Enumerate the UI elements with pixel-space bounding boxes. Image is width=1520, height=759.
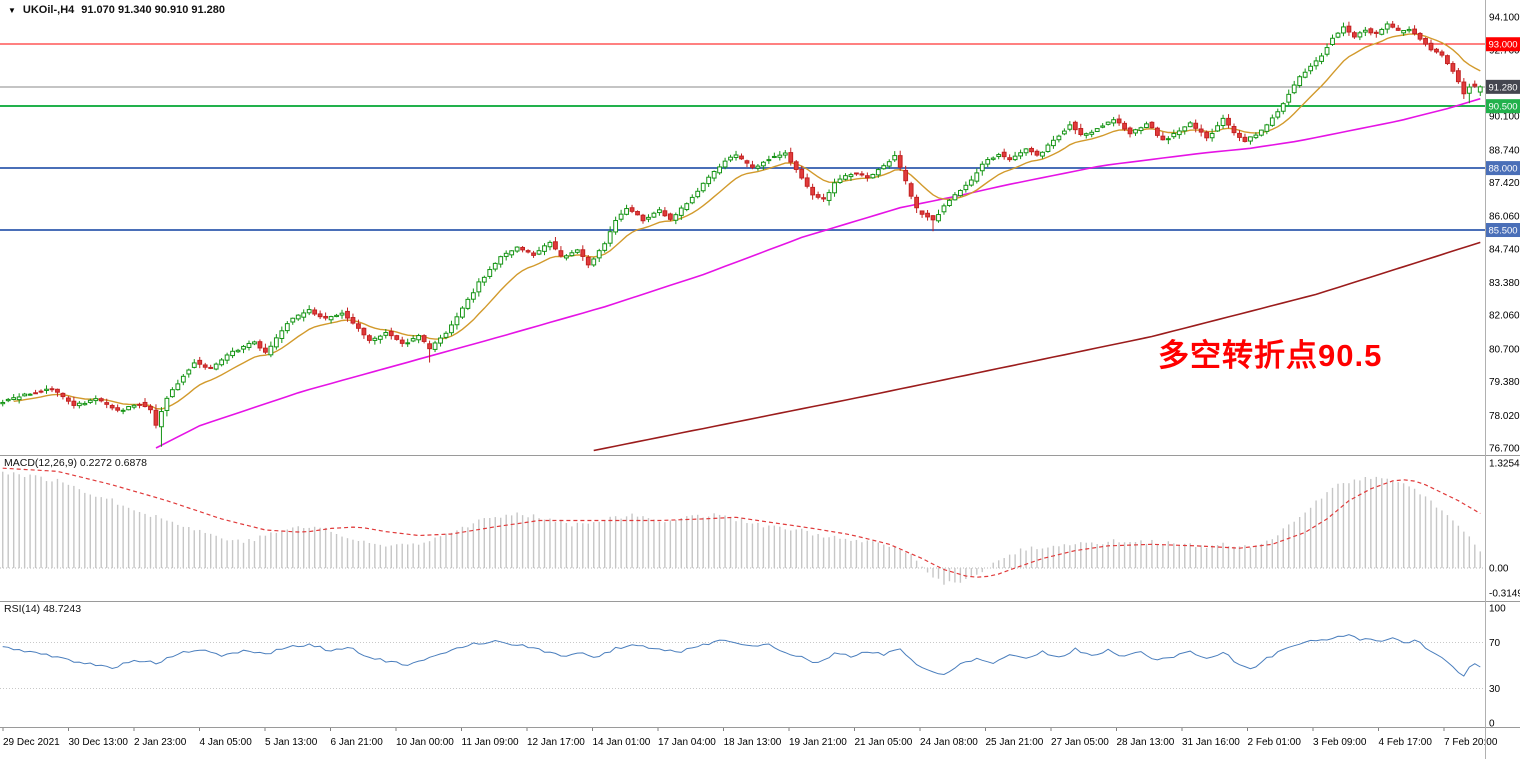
time-axis-label: 24 Jan 08:00	[920, 737, 978, 748]
time-axis-label: 4 Jan 05:00	[200, 737, 253, 748]
price-axis-label: 94.100	[1489, 12, 1520, 23]
ma-medium-line	[155, 97, 1481, 449]
ma-slow-line	[593, 241, 1481, 452]
svg-text:0: 0	[1489, 719, 1495, 730]
annotation-text[interactable]: 多空转折点90.5	[1158, 338, 1383, 373]
macd-histogram	[2, 471, 1481, 585]
time-axis-label: 30 Dec 13:00	[69, 737, 129, 748]
svg-text:88.000: 88.000	[1489, 164, 1518, 175]
time-axis[interactable]: 29 Dec 2021 30 Dec 13:00 2 Jan 23:00 4 Jan …	[2, 727, 1498, 748]
svg-text:93.000: 93.000	[1489, 40, 1518, 51]
rsi-axis: 100 70 30 0	[1489, 604, 1506, 730]
price-axis-label: 80.700	[1489, 344, 1520, 355]
horizontal-levels[interactable]	[0, 43, 1485, 232]
price-axis-label: 90.100	[1489, 112, 1520, 123]
time-axis-label: 17 Jan 04:00	[658, 737, 716, 748]
time-axis-label: 7 Feb 20:00	[1444, 737, 1498, 748]
price-axis-label: 82.060	[1489, 311, 1520, 322]
svg-text:0.00: 0.00	[1489, 564, 1509, 575]
price-badge-85.500: 85.500	[1485, 223, 1520, 238]
symbol-timeframe-label: UKOil-,H4	[22, 4, 75, 16]
price-axis-label: 78.020	[1489, 411, 1520, 422]
price-axis-label: 84.740	[1489, 244, 1520, 255]
time-axis-label: 3 Feb 09:00	[1313, 737, 1367, 748]
price-badge-91.280: 91.280	[1485, 79, 1520, 94]
ohlc-values: 91.070 91.340 90.910 91.280	[81, 4, 226, 16]
svg-text:91.280: 91.280	[1489, 82, 1518, 93]
price-axis-label: 83.380	[1489, 278, 1520, 289]
time-axis-label: 2 Jan 23:00	[134, 737, 187, 748]
macd-indicator-label: MACD(12,26,9) 0.2272 0.6878	[4, 457, 148, 469]
candlestick-series	[0, 20, 1483, 447]
time-axis-label: 27 Jan 05:00	[1051, 737, 1109, 748]
time-axis-label: 11 Jan 09:00	[462, 737, 520, 748]
price-axis-label: 76.700	[1489, 443, 1520, 454]
svg-text:1.3254: 1.3254	[1489, 459, 1520, 470]
time-axis-label: 29 Dec 2021	[3, 737, 60, 748]
time-axis-label: 6 Jan 21:00	[331, 737, 384, 748]
time-axis-label: 21 Jan 05:00	[855, 737, 913, 748]
svg-text:70: 70	[1489, 638, 1501, 649]
price-axis: 94.10092.76090.10088.74087.42086.06084.7…	[1485, 12, 1520, 454]
time-axis-label: 19 Jan 21:00	[789, 737, 847, 748]
time-axis-label: 5 Jan 13:00	[265, 737, 318, 748]
symbol-dropdown-icon[interactable]: ▼	[8, 5, 16, 15]
price-badge-93.000: 93.000	[1485, 37, 1520, 52]
moving-averages	[13, 33, 1481, 452]
chart-title-bar: ▼ UKOil-,H4 91.070 91.340 90.910 91.280	[8, 4, 225, 16]
price-axis-label: 86.060	[1489, 212, 1520, 223]
svg-text:30: 30	[1489, 684, 1501, 695]
price-axis-label: 88.740	[1489, 145, 1520, 156]
macd-axis: 1.3254 0.00 -0.3149	[1489, 459, 1520, 600]
price-badge-90.500: 90.500	[1485, 99, 1520, 114]
price-badge-88.000: 88.000	[1485, 161, 1520, 176]
time-axis-label: 4 Feb 17:00	[1379, 737, 1433, 748]
time-axis-label: 25 Jan 21:00	[986, 737, 1044, 748]
price-axis-label: 87.420	[1489, 178, 1520, 189]
rsi-line	[2, 634, 1481, 677]
time-axis-label: 28 Jan 13:00	[1117, 737, 1175, 748]
time-axis-label: 14 Jan 01:00	[593, 737, 651, 748]
svg-text:100: 100	[1489, 604, 1506, 615]
time-axis-label: 12 Jan 17:00	[527, 737, 585, 748]
time-axis-label: 2 Feb 01:00	[1248, 737, 1302, 748]
svg-text:-0.3149: -0.3149	[1489, 588, 1520, 599]
time-axis-label: 18 Jan 13:00	[724, 737, 782, 748]
macd-signal-line	[2, 467, 1481, 578]
time-axis-label: 10 Jan 00:00	[396, 737, 454, 748]
price-axis-label: 79.380	[1489, 377, 1520, 388]
time-axis-label: 31 Jan 16:00	[1182, 737, 1240, 748]
svg-text:90.500: 90.500	[1489, 102, 1518, 113]
rsi-indicator-label: RSI(14) 48.7243	[4, 603, 82, 615]
svg-text:85.500: 85.500	[1489, 226, 1518, 237]
